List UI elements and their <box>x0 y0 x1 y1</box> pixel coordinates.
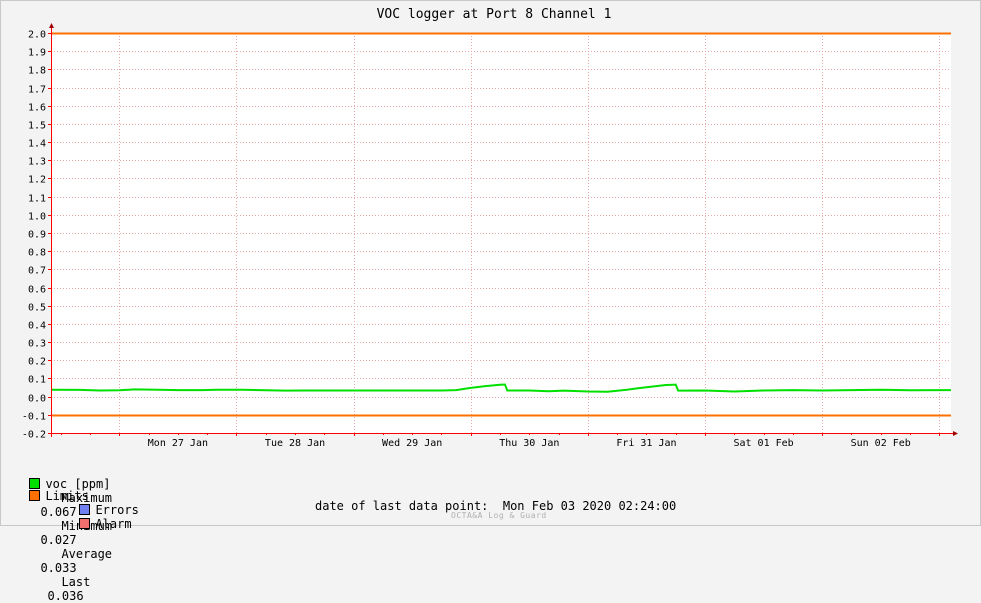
y-tick-label: 0.0 <box>28 394 46 405</box>
x-tick-label: Thu 30 Jan <box>499 438 559 449</box>
last-data-point: date of last data point: Mon Feb 03 2020… <box>315 499 676 513</box>
stat-max-value: 0.067 <box>40 505 77 519</box>
y-tick-label: 0.1 <box>28 375 46 386</box>
x-axis-ticks: Mon 27 Jan Tue 28 Jan Wed 29 Jan Thu 30 Jan… <box>61 433 940 449</box>
legend-row-flags: Limits Errors Alarm <box>15 475 139 531</box>
y-tick-label: 1.8 <box>28 66 46 77</box>
y-tick-label: 0.3 <box>28 339 46 350</box>
y-tick-label: 1.0 <box>28 212 46 223</box>
stat-last-value: 0.036 <box>47 589 84 603</box>
vertical-grid <box>119 33 940 433</box>
y-tick-label: 1.3 <box>28 157 46 168</box>
x-tick-label: Wed 29 Jan <box>382 438 442 449</box>
stat-avg-label: Average <box>61 547 113 561</box>
voc-swatch <box>29 478 41 489</box>
y-tick-label: -0.2 <box>22 430 46 441</box>
axes <box>48 23 958 437</box>
y-tick-label: 1.6 <box>28 103 46 114</box>
y-tick-label: 0.6 <box>28 285 46 296</box>
alarm-legend-label: Alarm <box>95 517 132 531</box>
y-axis-ticks: 2.0 1.9 1.8 1.7 1.6 1.5 1.4 1.3 1.2 1.1 1.0 0.9 0.8 0… <box>22 30 51 441</box>
chart-title: VOC logger at Port 8 Channel 1 <box>377 7 612 22</box>
y-tick-label: 0.7 <box>28 266 46 277</box>
limits-legend-label: Limits <box>45 489 89 503</box>
stat-min-value: 0.027 <box>40 533 77 547</box>
y-tick-label: 0.4 <box>28 321 46 332</box>
voc-chart: 2.0 1.9 1.8 1.7 1.6 1.5 1.4 1.3 1.2 1.1 1.0 0.9 0.8 0… <box>22 7 958 449</box>
alarm-swatch <box>79 518 91 529</box>
y-tick-label: 1.1 <box>28 194 46 205</box>
series-lines <box>50 383 951 393</box>
x-tick-label: Sat 01 Feb <box>733 438 793 449</box>
last-point-value: Mon Feb 03 2020 02:24:00 <box>502 499 677 513</box>
x-tick-label: Mon 27 Jan <box>148 438 208 449</box>
voc-legend-label: voc [ppm] <box>45 477 111 491</box>
x-tick-label: Fri 31 Jan <box>616 438 676 449</box>
y-tick-label: -0.1 <box>22 412 46 423</box>
limit-lines <box>51 32 951 417</box>
y-tick-label: 1.5 <box>28 121 46 132</box>
errors-swatch <box>79 504 91 515</box>
y-tick-label: 1.9 <box>28 48 46 59</box>
y-tick-label: 0.9 <box>28 230 46 241</box>
y-tick-label: 1.2 <box>28 175 46 186</box>
x-tick-label: Tue 28 Jan <box>265 438 325 449</box>
watermark: OCTA&A Log & Guard <box>451 511 547 520</box>
errors-legend-label: Errors <box>95 503 139 517</box>
series-line-voc <box>50 383 951 393</box>
limits-swatch <box>29 490 41 501</box>
y-tick-label: 1.4 <box>28 139 46 150</box>
y-axis-arrow <box>49 23 54 28</box>
last-point-label: date of last data point: <box>315 499 489 513</box>
y-tick-label: 0.5 <box>28 303 46 314</box>
y-tick-label: 2.0 <box>28 30 46 41</box>
y-tick-label: 1.7 <box>28 85 46 96</box>
stat-max-label: Maximum <box>61 491 113 505</box>
stat-last-label: Last <box>61 575 91 589</box>
y-tick-label: 0.2 <box>28 357 46 368</box>
x-axis-arrow <box>953 431 958 436</box>
x-tick-label: Sun 02 Feb <box>851 438 911 449</box>
y-tick-label: 0.8 <box>28 248 46 259</box>
stat-avg-value: 0.033 <box>40 561 77 575</box>
